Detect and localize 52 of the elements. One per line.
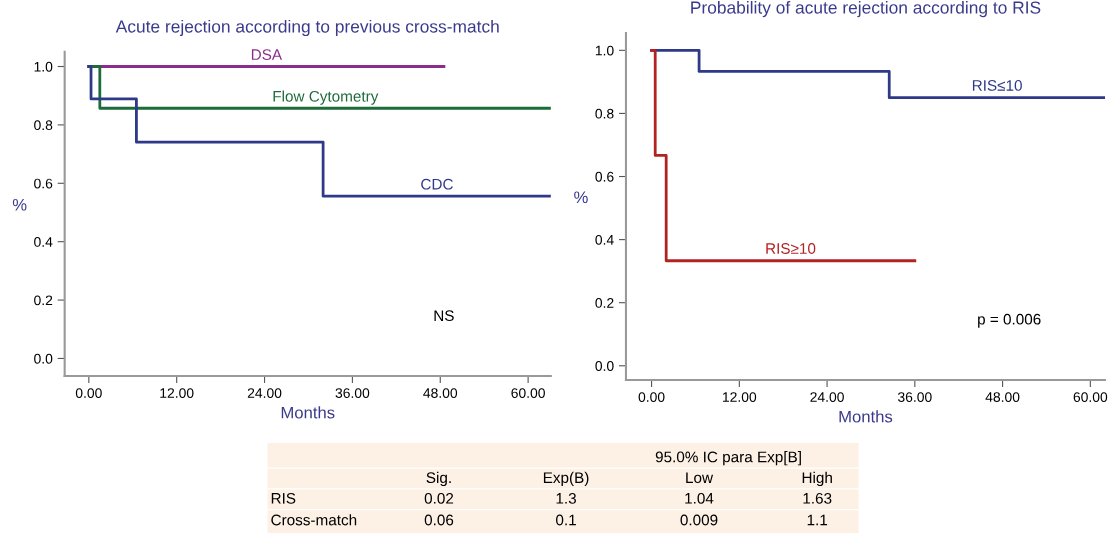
y-tick-label: 0.2 bbox=[34, 295, 53, 306]
series-label: DSA bbox=[251, 49, 283, 60]
y-tick-label: 0.2 bbox=[595, 298, 614, 308]
series-label: CDC bbox=[421, 178, 453, 190]
x-tick-label: 0.00 bbox=[638, 392, 665, 402]
x-tick-label: 48.00 bbox=[985, 392, 1020, 402]
y-axis-title: % bbox=[574, 191, 588, 204]
text: 1.1 bbox=[807, 514, 828, 526]
category-label: Cross-match bbox=[271, 514, 357, 526]
text: 0.02 bbox=[424, 492, 454, 504]
text: 0.009 bbox=[680, 514, 718, 526]
x-tick-label: 0.00 bbox=[75, 388, 102, 398]
x-tick-label: 60.00 bbox=[511, 388, 545, 398]
x-tick-label: 48.00 bbox=[423, 388, 458, 398]
annotation: NS bbox=[434, 310, 454, 322]
x-tick-label: 24.00 bbox=[247, 388, 282, 398]
y-tick-label: 0.0 bbox=[34, 353, 53, 364]
x-tick-label: 12.00 bbox=[160, 388, 194, 398]
y-tick-label: 1.0 bbox=[595, 45, 614, 56]
y-axis-title: % bbox=[12, 198, 27, 211]
text: 1.63 bbox=[803, 492, 832, 504]
category-label: High bbox=[802, 471, 832, 487]
text: 0.06 bbox=[424, 514, 454, 526]
category-label: Low bbox=[686, 472, 714, 484]
x-axis-title: Months bbox=[281, 406, 335, 419]
chart-title: Acute rejection according to previous cross-match bbox=[115, 19, 499, 37]
y-tick-label: 0.0 bbox=[595, 361, 614, 371]
series-label: Flow Cytometry bbox=[273, 90, 379, 105]
x-tick-label: 60.00 bbox=[1073, 392, 1108, 402]
x-tick-label: 36.00 bbox=[335, 388, 370, 398]
text: 95.0% IC para Exp[B] bbox=[655, 451, 801, 466]
text: 1.3 bbox=[556, 492, 576, 504]
x-tick-label: 12.00 bbox=[723, 392, 757, 402]
x-axis-title: Months bbox=[839, 410, 893, 423]
annotation: p = 0.006 bbox=[978, 313, 1041, 328]
series-label: RIS≤10 bbox=[972, 80, 1022, 91]
y-tick-label: 0.4 bbox=[595, 234, 614, 245]
x-tick-label: 36.00 bbox=[897, 392, 932, 402]
x-tick-label: 24.00 bbox=[810, 392, 844, 402]
category-label: RIS bbox=[271, 492, 296, 504]
text: 1.04 bbox=[685, 492, 714, 504]
y-tick-label: 0.6 bbox=[595, 171, 614, 182]
y-tick-label: 0.8 bbox=[34, 120, 53, 131]
text: 0.1 bbox=[556, 514, 576, 526]
y-tick-label: 1.0 bbox=[34, 61, 53, 72]
y-tick-label: 0.4 bbox=[34, 237, 53, 247]
chart-title: Probability of acute rejection according to RIS bbox=[691, 0, 1041, 18]
y-tick-label: 0.8 bbox=[595, 108, 614, 119]
series-label: RIS≥10 bbox=[766, 243, 816, 254]
category-label: Exp(B) bbox=[543, 471, 589, 487]
y-tick-label: 0.6 bbox=[34, 178, 53, 189]
category-label: Sig. bbox=[426, 471, 451, 487]
